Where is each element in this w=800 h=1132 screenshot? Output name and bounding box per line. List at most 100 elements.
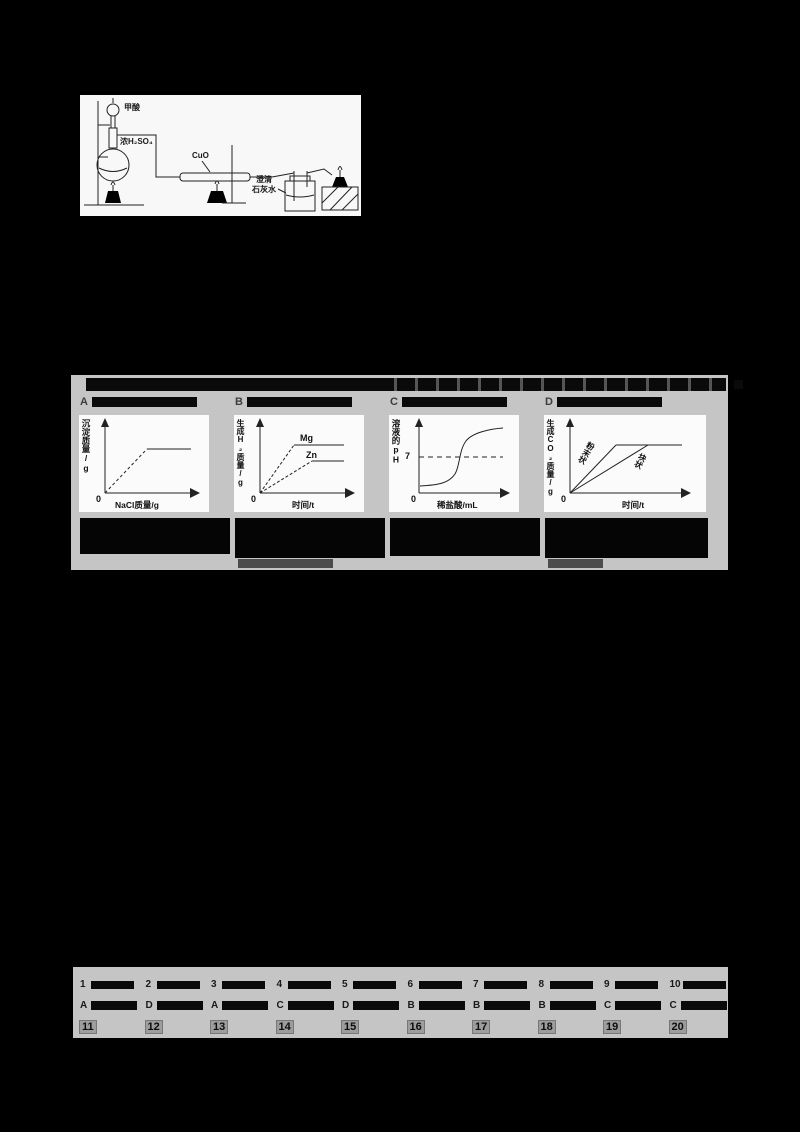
option-b-graph: Mg Zn 生成H₂质量/g 0 时间/t [234, 415, 364, 512]
answer-redacted-bar [91, 1001, 137, 1010]
option-b-series-mg: Mg [300, 433, 313, 443]
answer-row-3: 11 12 13 14 15 16 17 18 19 20 [73, 1016, 728, 1037]
option-c: C 溶液的pH 7 0 稀盐酸/mL [386, 375, 541, 570]
answer-redacted-bar [615, 980, 658, 989]
answer-cell: 11 [73, 1020, 139, 1033]
answer-redacted-bar [549, 1001, 596, 1010]
answer-cell: 7 [466, 979, 532, 990]
answer-letter: A [211, 1000, 219, 1011]
option-b-text-redacted [247, 397, 352, 407]
option-a-letter: A [80, 396, 88, 408]
answer-cell: C [597, 1000, 663, 1011]
answer-letter: B [407, 1000, 415, 1011]
option-c-y-label: 溶液的pH [391, 419, 401, 465]
answer-letter: B [538, 1000, 546, 1011]
option-b-series-zn: Zn [306, 450, 317, 460]
option-b-y-label: 生成H₂质量/g [236, 419, 245, 487]
answer-cell: 12 [139, 1020, 205, 1033]
option-c-ph-ref: 7 [405, 451, 411, 461]
answer-cell: B [466, 1000, 532, 1011]
q-number: 16 [407, 1020, 424, 1033]
q-number: 3 [211, 979, 217, 990]
option-a-caption-redacted [80, 518, 230, 554]
answer-redacted-bar [615, 1001, 661, 1010]
label-conc-h2so4: 浓H₂SO₄ [120, 137, 153, 146]
answer-letter: B [473, 1000, 481, 1011]
answer-redacted-bar [91, 980, 134, 989]
q-number: 7 [473, 979, 479, 990]
q-number: 20 [669, 1020, 686, 1033]
option-c-x-label: 稀盐酸/mL [437, 500, 478, 510]
answer-cell: 18 [532, 1020, 598, 1033]
option-b: B Mg Zn 生成H₂质量/g 0 时间/t [231, 375, 386, 570]
q-number: 2 [145, 979, 152, 990]
q-number: 13 [211, 1020, 228, 1033]
q-number: 18 [538, 1020, 555, 1033]
answer-redacted-bar [353, 980, 396, 989]
label-limewater-line2: 石灰水 [252, 185, 276, 194]
option-d-caption-faded-line [548, 559, 603, 568]
option-a-graph: 沉淀质量/g 0 NaCl质量/g [79, 415, 209, 512]
answer-cell: 9 [597, 979, 663, 990]
option-d-y-label: 生成CO₂质量/g [546, 419, 555, 496]
answer-cell: B [401, 1000, 467, 1011]
answer-letter: C [669, 1000, 677, 1011]
option-c-graph: 溶液的pH 7 0 稀盐酸/mL [389, 415, 519, 512]
q-number: 6 [407, 979, 414, 990]
q-number: 12 [145, 1020, 162, 1033]
answer-cell: 10 [663, 979, 729, 990]
answer-letter: D [342, 1000, 350, 1011]
answer-cell: B [532, 1000, 598, 1011]
answer-redacted-bar [484, 1001, 530, 1010]
answer-cell: 14 [270, 1020, 336, 1033]
label-limewater-line1: 澄清 [256, 175, 272, 184]
option-b-caption-redacted [235, 518, 385, 558]
answer-cell: 5 [335, 979, 401, 990]
option-a: A 沉淀质量/g 0 NaCl质量/g [76, 375, 231, 570]
answer-cell: 6 [401, 979, 467, 990]
option-c-letter: C [390, 396, 398, 408]
apparatus-figure: 甲酸 浓H₂SO₄ CuO 澄清 石灰水 [80, 95, 361, 216]
q-number: 1 [80, 979, 86, 990]
answer-cell: 3 [204, 979, 270, 990]
option-c-origin: 0 [411, 494, 417, 504]
option-d-text-redacted [557, 397, 662, 407]
option-d: D 粉末状 块状 生成CO₂质量/g 0 时间/t [541, 375, 726, 570]
q-number: 11 [80, 1020, 96, 1033]
question-options-panel: A 沉淀质量/g 0 NaCl质量/g B [71, 375, 743, 570]
label-formic-acid: 甲酸 [124, 103, 140, 112]
answer-cell: C [270, 1000, 336, 1011]
answer-redacted-bar [156, 1001, 203, 1010]
option-b-letter: B [235, 396, 243, 408]
q-number: 9 [604, 979, 610, 990]
option-d-letter: D [545, 396, 553, 408]
answer-redacted-bar [156, 980, 200, 989]
option-c-text-redacted [402, 397, 507, 407]
answer-cell: A [204, 1000, 270, 1011]
answer-redacted-bar [549, 980, 593, 989]
answer-cell: 2 [139, 979, 205, 990]
answer-redacted-bar [418, 980, 462, 989]
answer-redacted-bar [287, 980, 331, 989]
option-a-origin: 0 [96, 494, 102, 504]
option-c-caption-redacted [390, 518, 540, 556]
answer-redacted-bar [287, 1001, 334, 1010]
question-text-redacted-degraded [376, 378, 726, 391]
q-number: 14 [276, 1020, 293, 1033]
answer-redacted-bar [353, 1001, 399, 1010]
answer-redacted-bar [222, 980, 265, 989]
answer-cell: A [73, 1000, 139, 1011]
answer-table: 1 2 3 4 5 6 7 8 9 10 A D A C D B B B C C… [73, 967, 728, 1038]
option-d-origin: 0 [561, 494, 567, 504]
option-d-caption-redacted [545, 518, 708, 558]
answer-letter: A [80, 1000, 88, 1011]
answer-cell: 4 [270, 979, 336, 990]
option-a-y-label: 沉淀质量/g [81, 419, 91, 473]
q-number: 19 [604, 1020, 621, 1033]
answer-cell: D [139, 1000, 205, 1011]
answer-cell: 15 [335, 1020, 401, 1033]
q-number: 8 [538, 979, 545, 990]
answer-row-1: 1 2 3 4 5 6 7 8 9 10 [73, 974, 728, 995]
answer-cell: 19 [597, 1020, 663, 1033]
